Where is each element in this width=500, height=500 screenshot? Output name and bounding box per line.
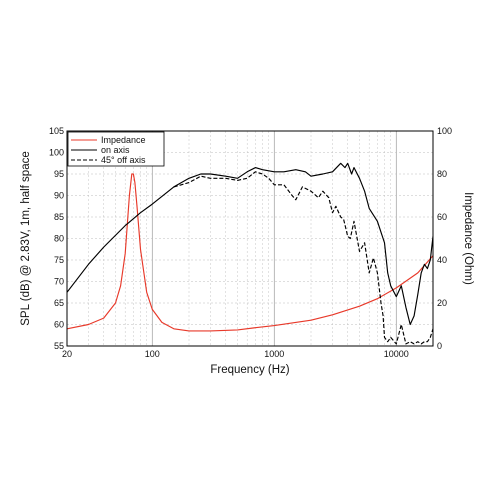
y-right-tick-label: 100 (437, 126, 452, 136)
y-left-tick-label: 70 (54, 277, 64, 287)
y-left-tick-label: 60 (54, 320, 64, 330)
y-left-tick-label: 95 (54, 169, 64, 179)
on-axis-curve (67, 162, 433, 326)
legend-label-impedance: Impedance (101, 135, 146, 145)
legend: Impedance on axis 45° off axis (67, 131, 165, 167)
x-axis-title: Frequency (Hz) (210, 364, 289, 376)
y-left-tick-label: 90 (54, 191, 64, 201)
x-tick-label: 20 (62, 349, 72, 359)
y-axis-left-title: SPL (dB) @ 2.83V, 1m, half space (20, 151, 32, 325)
off-axis-curve (173, 171, 433, 345)
plot-frame (66, 130, 434, 347)
series-group (67, 162, 433, 345)
legend-label-on-axis: on axis (101, 145, 130, 155)
y-right-tick-label: 80 (437, 169, 447, 179)
y-left-tick-label: 100 (49, 148, 64, 158)
y-right-tick-label: 20 (437, 298, 447, 308)
x-tick-label: 1000 (264, 349, 284, 359)
y-left-tick-label: 55 (54, 341, 64, 351)
x-tick-label: 10000 (384, 349, 409, 359)
legend-label-off-axis: 45° off axis (101, 155, 146, 165)
y-right-tick-label: 40 (437, 255, 447, 265)
y-left-tick-label: 105 (49, 126, 64, 136)
x-tick-label: 100 (145, 349, 160, 359)
tick-labels: 55 60 65 70 75 80 85 90 95 100 105 0 20 40 60 80 100 20 10… (49, 126, 452, 359)
y-left-tick-label: 65 (54, 298, 64, 308)
impedance-curve (67, 173, 433, 332)
y-right-tick-label: 60 (437, 212, 447, 222)
y-right-tick-label: 0 (437, 341, 442, 351)
y-axis-right-title: Impedance (Ohm) (462, 192, 474, 285)
y-left-tick-label: 85 (54, 212, 64, 222)
y-left-tick-label: 75 (54, 255, 64, 265)
y-left-tick-label: 80 (54, 234, 64, 244)
